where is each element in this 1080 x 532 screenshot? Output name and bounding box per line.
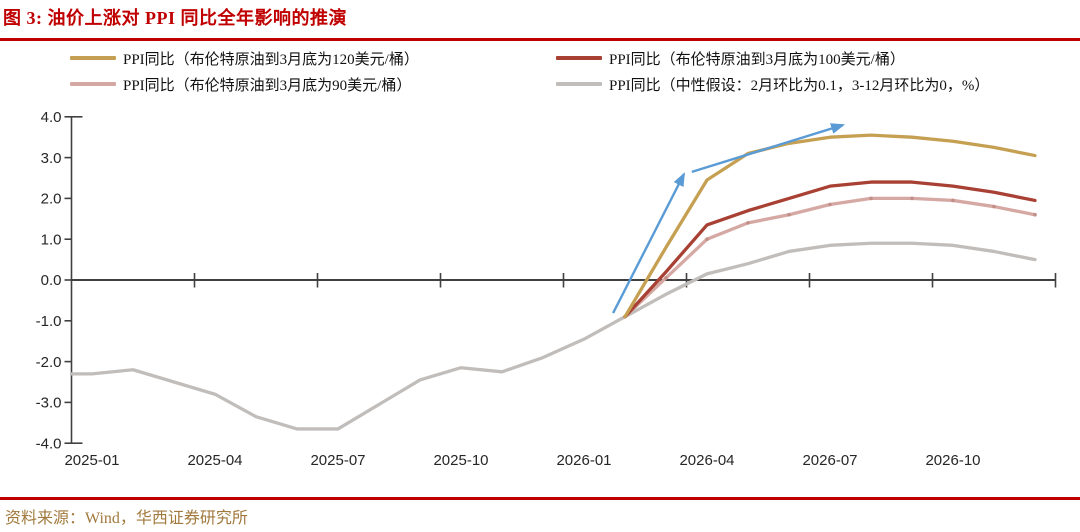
annotation-arrows-layer [612,123,846,314]
y-axis-tick-label: 2.0 [41,191,62,208]
x-axis-tick-label: 2026-01 [556,452,611,469]
y-axis-tick-label: 4.0 [41,109,62,126]
legend-label-brent-120: PPI同比（布伦特原油到3月底为120美元/桶） [123,51,419,68]
x-axis-tick-label: 2025-10 [433,452,488,469]
trend-arrow [612,172,686,314]
series-point-marker [787,212,791,217]
trend-arrow [691,123,846,174]
x-axis-tick-label: 2026-10 [925,452,980,469]
legend-swatch-brent-90 [70,82,116,86]
source-note: 资料来源：Wind，华西证券研究所 [5,510,248,527]
y-axis-tick-label: -3.0 [36,395,62,412]
series-line [623,133,1037,319]
legend-swatch-brent-100 [556,56,602,60]
series-layer [69,133,1037,431]
series-point-marker [705,237,709,241]
title-divider-line [0,38,1080,41]
series-point-marker [828,202,832,207]
series-line [623,180,1037,319]
legend-item-brent-100: PPI同比（布伦特原油到3月底为100美元/桶） [556,48,905,68]
legend-swatch-neutral [556,82,602,86]
series-line [69,241,1037,431]
y-axis-tick-label: -4.0 [36,435,62,452]
x-axis-tick-label: 2026-07 [802,452,857,469]
x-axis-tick-label: 2025-07 [310,452,365,469]
legend-label-neutral: PPI同比（中性假设：2月环比为0.1，3-12月环比为0，%） [609,77,990,94]
legend-label-brent-100: PPI同比（布伦特原油到3月底为100美元/桶） [609,51,905,68]
x-axis-tick-label: 2026-04 [679,452,734,469]
y-axis-tick-label: -1.0 [36,313,62,330]
legend-label-brent-90: PPI同比（布伦特原油到3月底为90美元/桶） [123,77,412,94]
legend-item-brent-90: PPI同比（布伦特原油到3月底为90美元/桶） [70,74,411,94]
legend-swatch-brent-120 [70,56,116,60]
series-point-marker [910,196,914,201]
y-axis-tick-label: 1.0 [41,231,62,248]
y-axis-tick-label: 3.0 [41,150,62,167]
y-axis-tick-label: -2.0 [36,354,62,371]
legend-item-brent-120: PPI同比（布伦特原油到3月底为120美元/桶） [70,48,419,68]
series-point-marker [746,221,750,225]
legend-item-neutral: PPI同比（中性假设：2月环比为0.1，3-12月环比为0，%） [556,74,989,94]
series-point-marker [992,204,996,209]
series-point-marker [1033,212,1037,217]
series-point-marker [664,276,668,280]
x-axis-tick-label: 2025-04 [187,452,242,469]
source-divider-line [0,497,1080,500]
figure-title: 图 3: 油价上涨对 PPI 同比全年影响的推演 [3,8,347,28]
y-axis-tick-label: 0.0 [41,272,62,289]
series-point-marker [869,196,873,201]
series-point-marker [951,198,955,203]
x-axis-tick-label: 2025-01 [64,452,119,469]
